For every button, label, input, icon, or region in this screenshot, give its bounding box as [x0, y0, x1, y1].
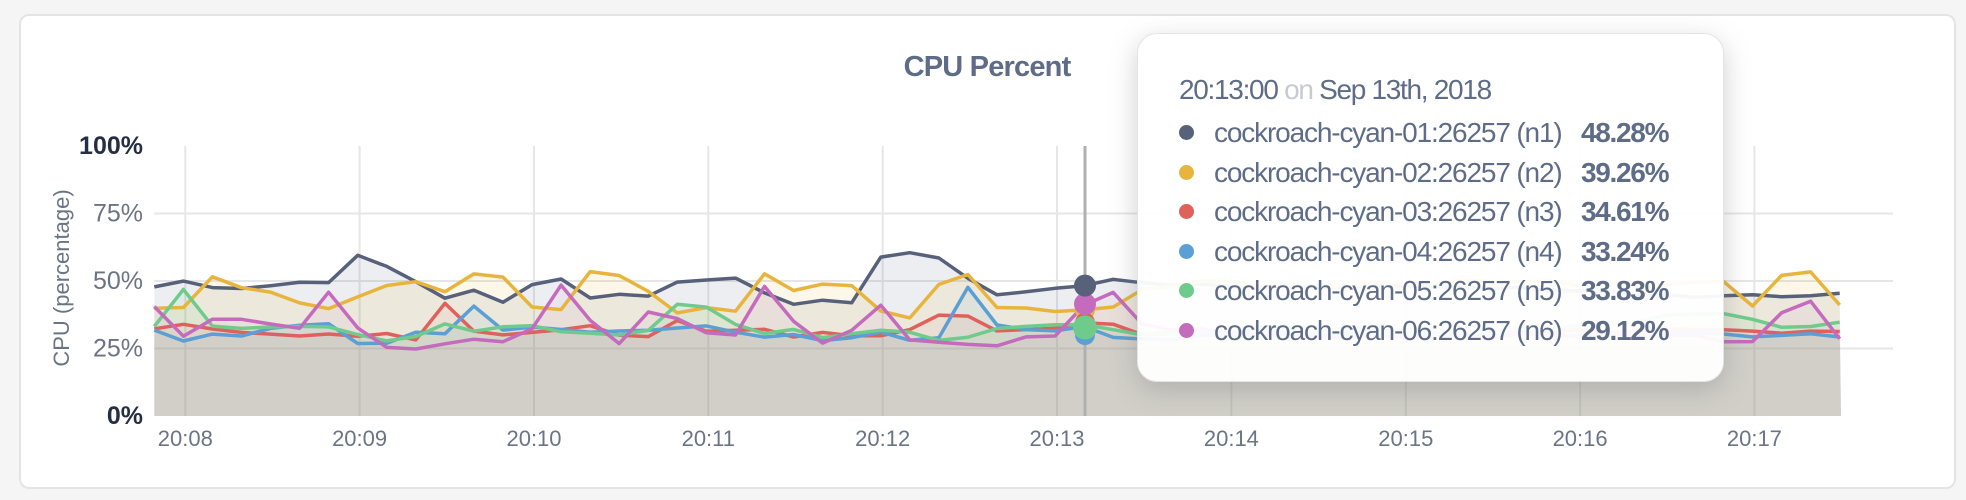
- svg-text:20:13: 20:13: [1029, 426, 1084, 451]
- svg-text:100%: 100%: [79, 132, 143, 160]
- svg-text:20:08: 20:08: [158, 426, 213, 451]
- svg-text:20:12: 20:12: [855, 426, 910, 451]
- svg-text:20:10: 20:10: [506, 426, 561, 451]
- svg-text:20:11: 20:11: [682, 426, 735, 451]
- svg-text:20:09: 20:09: [332, 426, 387, 451]
- svg-text:25%: 25%: [93, 335, 143, 363]
- svg-text:20:14: 20:14: [1204, 426, 1259, 451]
- svg-text:20:17: 20:17: [1727, 426, 1782, 451]
- svg-text:0%: 0%: [107, 402, 143, 430]
- svg-text:CPU (percentage): CPU (percentage): [49, 189, 74, 366]
- svg-text:20:16: 20:16: [1553, 426, 1608, 451]
- svg-text:50%: 50%: [93, 267, 143, 295]
- svg-text:20:15: 20:15: [1378, 426, 1433, 451]
- svg-text:75%: 75%: [93, 200, 143, 228]
